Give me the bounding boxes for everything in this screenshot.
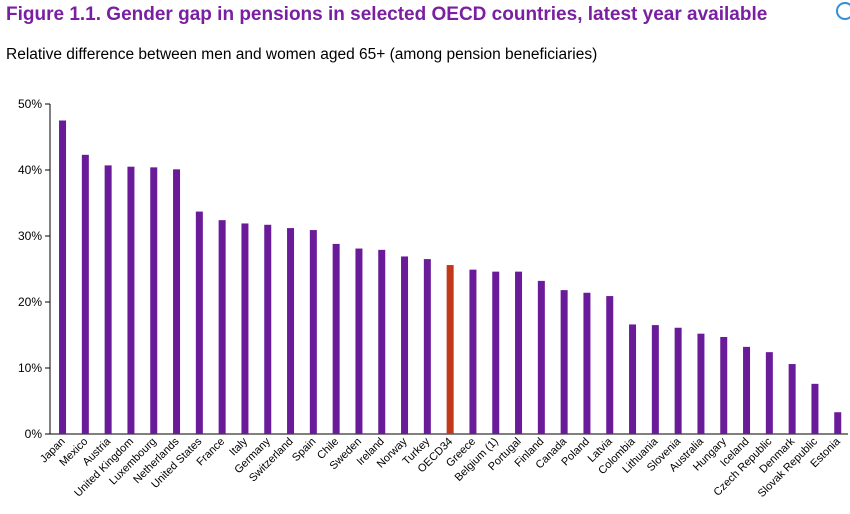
x-category-label: Spain [290, 436, 318, 464]
y-tick-label: 10% [18, 361, 42, 375]
bar [606, 296, 614, 434]
bar [309, 230, 317, 434]
bar [264, 224, 272, 434]
bar [81, 154, 89, 434]
bar [811, 383, 819, 434]
bar [127, 166, 135, 434]
bar [150, 167, 158, 435]
bar [401, 256, 409, 434]
bar [629, 324, 637, 434]
figure-subtitle: Relative difference between men and wome… [6, 46, 598, 63]
bar [287, 228, 295, 434]
bar [378, 249, 386, 434]
bar [743, 346, 751, 434]
bar [104, 165, 112, 434]
bar [332, 243, 340, 434]
bar [537, 280, 545, 434]
bar [788, 364, 796, 434]
y-tick-label: 0% [25, 427, 43, 441]
bar [720, 336, 728, 434]
bars [59, 120, 842, 435]
bar [195, 211, 203, 434]
bar [241, 223, 249, 434]
corner-ring-icon [836, 2, 850, 20]
bar [515, 271, 523, 434]
bar [355, 248, 363, 434]
bar [765, 352, 773, 434]
bar [173, 169, 181, 434]
bar [674, 327, 682, 434]
figure-title: Figure 1.1. Gender gap in pensions in se… [6, 4, 768, 25]
bar [492, 271, 500, 434]
bar [834, 412, 842, 434]
bar [583, 292, 591, 434]
bar [469, 269, 477, 434]
y-tick-label: 20% [18, 295, 42, 309]
bar [560, 290, 568, 434]
bar [218, 220, 226, 434]
y-tick-label: 40% [18, 163, 42, 177]
y-tick-label: 30% [18, 229, 42, 243]
y-tick-label: 50% [18, 97, 42, 111]
bar [651, 325, 659, 434]
bar [59, 120, 67, 434]
bar-oecd-average [446, 265, 454, 434]
bar [697, 333, 705, 434]
bar [423, 259, 431, 434]
